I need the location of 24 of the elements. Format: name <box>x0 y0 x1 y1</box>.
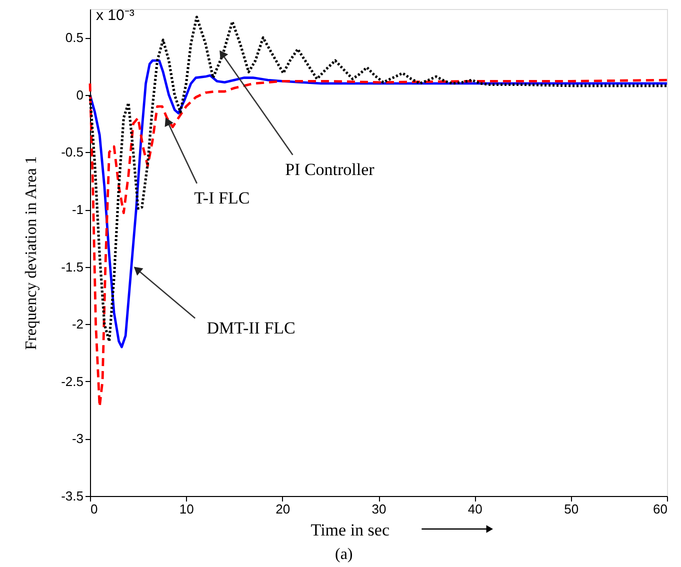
x-tick-label: 0 <box>90 502 98 516</box>
y-tick-label: -1.5 <box>61 259 84 274</box>
y-tick-label: -3.5 <box>61 488 84 504</box>
x-tick-label: 40 <box>468 502 482 516</box>
y-tick-label: -2.5 <box>61 374 84 389</box>
annotation: T-I FLC <box>194 188 250 208</box>
y-axis-title: Frequency deviation in Area 1 <box>23 156 40 350</box>
x-tick-label: 30 <box>372 502 386 516</box>
text: (a) <box>334 546 353 563</box>
y-tick-label: -1 <box>72 202 84 218</box>
line-series <box>88 78 668 408</box>
y-tick-label: 0.5 <box>65 30 84 46</box>
y-tick-label: -3 <box>72 431 84 446</box>
x-axis-title: Time in sec <box>310 520 390 540</box>
y-tick-label: -0.5 <box>61 144 84 160</box>
x-tick-label: 20 <box>276 502 290 516</box>
x-tick-label: 60 <box>653 502 668 516</box>
annotation: DMT-II FLC <box>206 318 296 338</box>
x-tick-label: 50 <box>564 502 579 516</box>
annotation: PI Controller <box>285 160 375 179</box>
y-tick-label: 0 <box>76 87 84 102</box>
x-tick-label: 10 <box>179 502 194 516</box>
annotation: x 10⁻³ <box>96 7 134 24</box>
y-tick-label: -2 <box>72 316 84 332</box>
